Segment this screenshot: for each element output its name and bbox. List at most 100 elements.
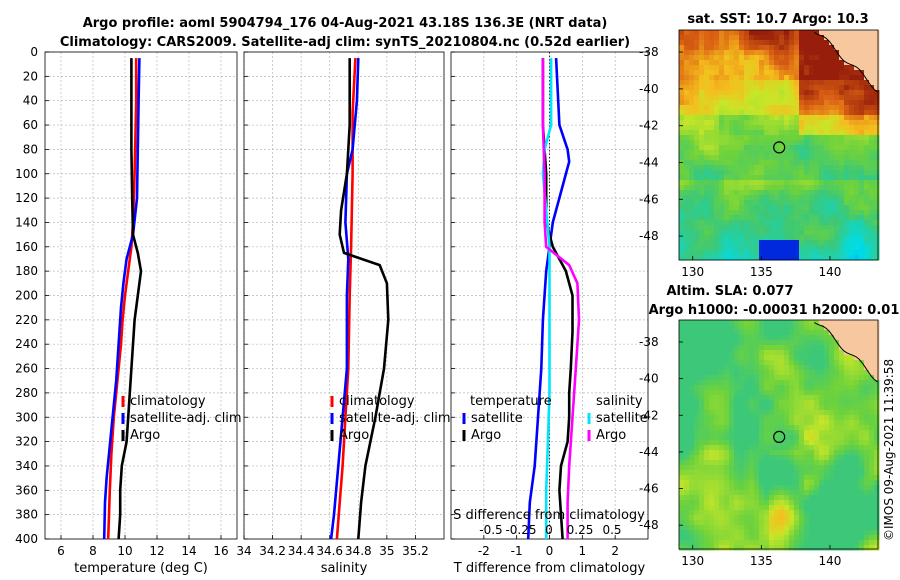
map-pixel (789, 440, 795, 446)
map-pixel (869, 355, 875, 361)
map-pixel (699, 360, 705, 366)
map-pixel (864, 165, 870, 171)
map-pixel (714, 360, 720, 366)
map-pixel (684, 220, 690, 226)
map-pixel (729, 55, 735, 61)
map-pixel (684, 30, 690, 36)
map-pixel (829, 345, 835, 351)
map-pixel (849, 180, 855, 186)
map-pixel (864, 545, 870, 551)
map-pixel (754, 475, 760, 481)
map-pixel (684, 125, 690, 131)
map-pixel (814, 155, 820, 161)
map-pixel (764, 450, 770, 456)
map-pixel (819, 350, 825, 356)
map-pixel (699, 385, 705, 391)
map-pixel (854, 545, 860, 551)
map-pixel (729, 255, 735, 261)
map-pixel (744, 130, 750, 136)
map-pixel (854, 525, 860, 531)
map-pixel (789, 405, 795, 411)
map-pixel (684, 130, 690, 136)
map-pixel (799, 130, 805, 136)
map-pixel (824, 255, 830, 261)
map-pixel (819, 325, 825, 331)
map-pixel (854, 55, 860, 61)
map-pixel (804, 525, 810, 531)
map-pixel (829, 250, 835, 256)
map-pixel (834, 450, 840, 456)
map-pixel (774, 545, 780, 551)
map-pixel (754, 500, 760, 506)
map-pixel (729, 325, 735, 331)
map-pixel (799, 535, 805, 541)
map-pixel (714, 525, 720, 531)
map-pixel (859, 50, 865, 56)
map-pixel (789, 155, 795, 161)
map-pixel (709, 110, 715, 116)
map-pixel (779, 245, 785, 251)
map-pixel (754, 440, 760, 446)
map-pixel (789, 450, 795, 456)
map-pixel (804, 50, 810, 56)
map-pixel (834, 455, 840, 461)
map-pixel (744, 440, 750, 446)
map-pixel (804, 390, 810, 396)
map-pixel (814, 400, 820, 406)
map-pixel (749, 320, 755, 326)
map-pixel (864, 45, 870, 51)
map-pixel (854, 405, 860, 411)
map-pixel (774, 50, 780, 56)
map-pixel (774, 340, 780, 346)
map-pixel (724, 500, 730, 506)
map-pixel (789, 525, 795, 531)
map-pixel (679, 45, 685, 51)
map-pixel (744, 225, 750, 231)
map-pixel (819, 100, 825, 106)
map-pixel (714, 460, 720, 466)
map-pixel (739, 65, 745, 71)
map-pixel (749, 330, 755, 336)
map-pixel (714, 210, 720, 216)
map-pixel (819, 220, 825, 226)
map-pixel (759, 140, 765, 146)
map-pixel (774, 515, 780, 521)
map-pixel (699, 440, 705, 446)
map-pixel (734, 425, 740, 431)
map-pixel (729, 460, 735, 466)
legend-label: satellite (471, 411, 523, 426)
map-pixel (824, 330, 830, 336)
map-pixel (719, 240, 725, 246)
map-pixel (679, 390, 685, 396)
map-pixel (774, 455, 780, 461)
map-pixel (809, 385, 815, 391)
map-pixel (754, 230, 760, 236)
map-pixel (734, 390, 740, 396)
map-pixel (784, 140, 790, 146)
map-pixel (724, 70, 730, 76)
map-pixel (834, 365, 840, 371)
map-pixel (754, 40, 760, 46)
map-pixel (854, 335, 860, 341)
map-pixel (679, 105, 685, 111)
map-pixel (839, 500, 845, 506)
map-pixel (794, 175, 800, 181)
map-pixel (824, 430, 830, 436)
map-pixel (764, 235, 770, 241)
map-pixel (749, 105, 755, 111)
map-pixel (784, 395, 790, 401)
map-pixel (729, 515, 735, 521)
map-pixel (714, 445, 720, 451)
map-pixel (784, 35, 790, 41)
map-pixel (874, 90, 880, 96)
map-pixel (874, 35, 880, 41)
map-pixel (759, 190, 765, 196)
map-pixel (859, 190, 865, 196)
map-pixel (679, 500, 685, 506)
map-pixel (799, 515, 805, 521)
map-pixel (744, 170, 750, 176)
map-pixel (709, 215, 715, 221)
map-pixel (849, 430, 855, 436)
map-pixel (874, 485, 880, 491)
map-pixel (694, 345, 700, 351)
